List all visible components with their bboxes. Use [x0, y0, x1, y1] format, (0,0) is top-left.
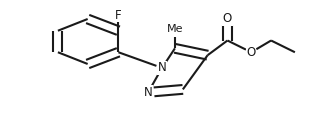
Text: N: N [144, 86, 152, 99]
Text: N: N [158, 61, 166, 74]
Text: O: O [223, 12, 232, 25]
Text: F: F [115, 9, 122, 22]
Text: O: O [247, 46, 256, 59]
Text: Me: Me [167, 24, 183, 34]
